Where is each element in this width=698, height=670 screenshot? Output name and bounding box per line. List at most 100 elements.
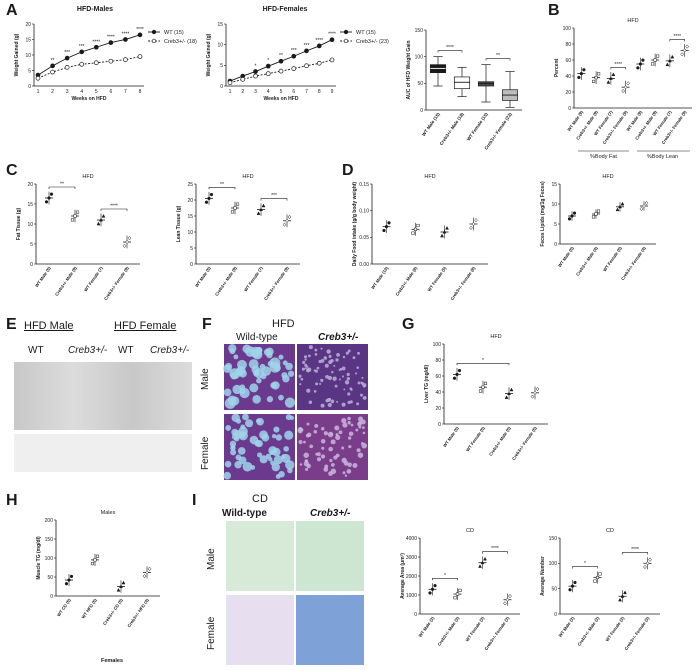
lipid-droplet	[237, 359, 247, 370]
a-females-point	[316, 43, 322, 49]
i-number-point	[573, 580, 577, 585]
h-males-point	[142, 574, 147, 579]
a-males-series-line	[37, 56, 141, 79]
d-feces-point	[596, 209, 601, 213]
i-area-point	[430, 587, 435, 591]
lipid-droplet	[300, 428, 304, 432]
lipid-droplet	[282, 360, 288, 366]
lipid-droplet	[362, 395, 367, 400]
c-lean-ytick-label: 20	[187, 198, 193, 204]
lipid-droplet	[361, 376, 364, 379]
c-fat-point	[127, 236, 132, 241]
i-number-point	[643, 564, 647, 570]
d-food-ylabel: Daily Food intake (g/g body weight)	[352, 182, 358, 267]
lipid-droplet	[237, 447, 246, 455]
a-males-significance: ***	[64, 50, 70, 56]
a-females-point	[329, 57, 335, 63]
lipid-droplet	[240, 424, 246, 430]
c-fat-point	[125, 239, 129, 245]
lipid-droplet	[330, 432, 333, 436]
lipid-droplet	[356, 402, 360, 406]
lipid-droplet	[327, 402, 332, 408]
b-point	[665, 62, 670, 67]
h-males-point	[119, 584, 123, 588]
lipid-droplet	[225, 425, 232, 431]
lipid-droplet	[320, 378, 324, 383]
i-number-significance: *	[584, 561, 586, 567]
i-area-point	[503, 601, 507, 606]
d-feces-ytick-label: 0	[554, 242, 557, 248]
lipid-droplet	[344, 380, 350, 385]
d-food-point	[411, 231, 415, 235]
lipid-droplet	[325, 398, 329, 403]
panel-letter-d: D	[342, 162, 354, 179]
d-feces-title: HFD	[602, 174, 613, 180]
lipid-droplet	[336, 353, 340, 357]
lipid-droplet	[281, 454, 286, 459]
lipid-droplet	[342, 422, 348, 428]
c-fat-sig-bracket	[48, 186, 76, 189]
lipid-droplet	[306, 388, 311, 393]
b-point	[626, 81, 630, 86]
a-females-point	[278, 58, 284, 64]
lipid-droplet	[266, 396, 274, 403]
lipid-droplet	[357, 452, 364, 458]
a-females-ylabel: Weight Gained (g)	[206, 33, 212, 76]
g-ylabel: Liver TG (mg/dl)	[424, 365, 430, 404]
a-males-point	[123, 57, 128, 63]
lipid-droplet	[347, 416, 351, 421]
c-fat-ytick-label: 20	[27, 182, 33, 188]
b-point	[638, 62, 643, 66]
lipid-droplet	[316, 452, 321, 457]
lipid-droplet	[324, 363, 329, 368]
lipid-droplet	[347, 349, 351, 353]
c-lean-ytick-label: 0	[190, 262, 193, 268]
lipid-droplet	[230, 444, 236, 449]
a-males-point	[50, 63, 55, 69]
g-ytick-label: 20	[435, 406, 441, 412]
a-males-xtick-label: 5	[95, 89, 98, 95]
lipid-droplet	[334, 425, 340, 431]
lipid-droplet	[306, 365, 309, 368]
lipid-droplet	[273, 455, 283, 465]
a-males-xtick-label: 7	[124, 89, 127, 95]
lipid-droplet	[270, 382, 277, 389]
lipid-droplet	[251, 365, 260, 374]
d-feces-point	[594, 212, 598, 216]
a-females-ytick-label: 0	[220, 84, 223, 90]
lipid-droplet	[242, 344, 252, 354]
lipid-droplet	[287, 370, 295, 377]
lipid-droplet	[330, 463, 335, 467]
lipid-droplet	[223, 388, 232, 397]
a-females-point	[329, 37, 335, 43]
a-females-xtick-label: 7	[305, 89, 308, 95]
lipid-droplet	[333, 455, 338, 460]
d-feces-point	[591, 215, 596, 219]
a-males-point	[93, 44, 99, 50]
c-lean-significance: ***	[271, 193, 277, 199]
e-wt-female-label: WT	[118, 345, 134, 356]
d-feces-point	[620, 201, 625, 206]
a-males-xtick-label: 8	[139, 89, 142, 95]
a2-title: HFD-Females	[262, 6, 308, 13]
c-fat-title: HFD	[82, 174, 93, 180]
g-point	[535, 386, 540, 392]
lipid-droplet	[341, 375, 345, 378]
a-females-point	[291, 53, 297, 59]
i-area-sig-bracket	[432, 577, 458, 581]
a-females-point	[265, 63, 271, 69]
h-males-point	[93, 558, 97, 562]
i-number-point	[595, 575, 600, 580]
c-lean-point	[233, 206, 237, 210]
lipid-droplet	[271, 462, 280, 472]
d-food-point	[382, 228, 386, 233]
c-lean-point	[235, 202, 240, 206]
i-area-point	[455, 592, 460, 596]
a-auc-ytick-label: 100	[415, 54, 424, 60]
lipid-droplet	[341, 402, 346, 407]
b-point	[641, 58, 645, 62]
i-number-ytick-label: 100	[549, 561, 558, 567]
lipid-droplet	[338, 430, 343, 435]
b-point	[667, 58, 672, 63]
lipid-droplet	[324, 464, 329, 469]
